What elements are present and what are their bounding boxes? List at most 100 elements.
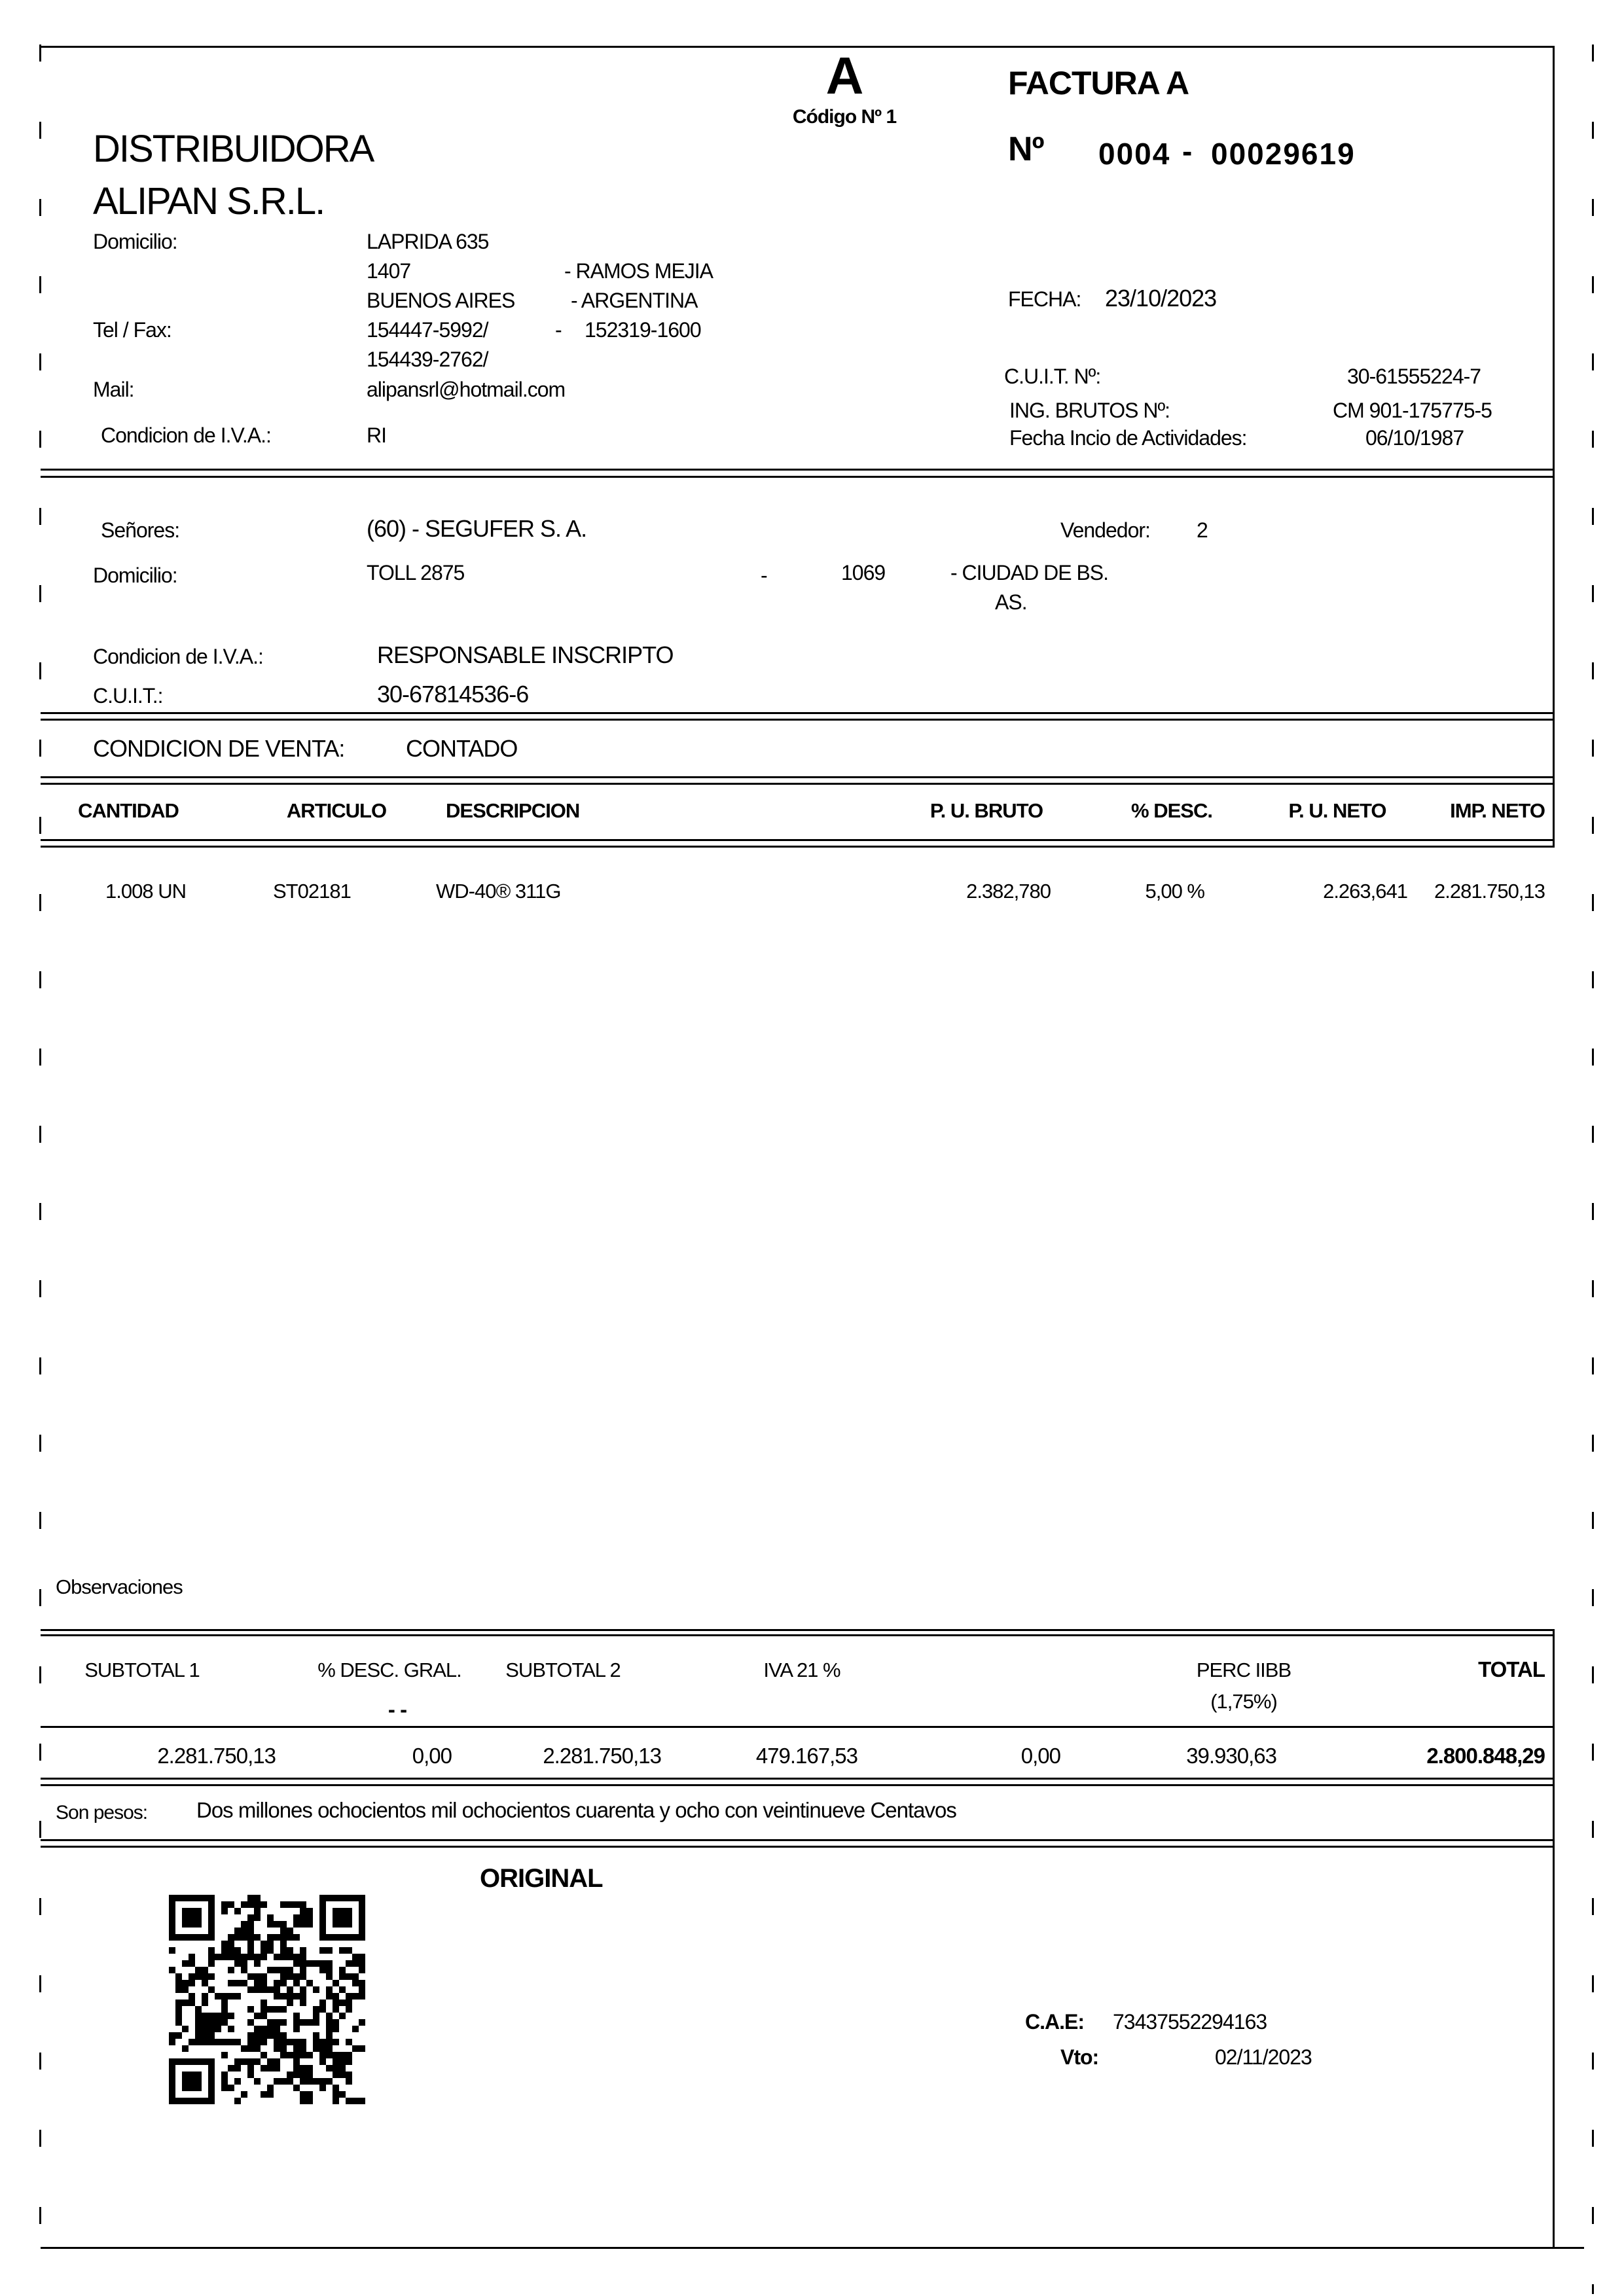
totals-col-perc-iibb: PERC IIBB	[1196, 1659, 1291, 1681]
company-inicio-label: Fecha Incio de Actividades:	[1009, 426, 1248, 450]
invoice-number-pos: 0004	[1098, 137, 1171, 171]
customer-cuit-label: C.U.I.T.:	[93, 684, 164, 708]
customer-domicilio-dash: -	[761, 564, 768, 587]
totals-value-desc-gral: 0,00	[412, 1744, 452, 1768]
item-cantidad: 1.008 UN	[105, 880, 187, 903]
item-articulo: ST02181	[273, 880, 352, 903]
items-col-desc: % DESC.	[1131, 799, 1213, 822]
boxes-right-border-top	[1553, 46, 1555, 848]
company-tel3: 154439-2762/	[367, 348, 489, 371]
totals-value-subtotal1: 2.281.750,13	[157, 1744, 276, 1768]
customer-iva-label: Condicion de I.V.A.:	[93, 645, 264, 668]
item-desc-pct: 5,00 %	[1145, 880, 1205, 903]
company-mail-value: alipansrl@hotmail.com	[367, 378, 566, 401]
sale-condition-value: CONTADO	[406, 735, 518, 762]
senores-value: (60) - SEGUFER S. A.	[367, 515, 587, 542]
company-name-line2: ALIPAN S.R.L.	[93, 180, 325, 223]
customer-iva-value: RESPONSABLE INSCRIPTO	[377, 641, 674, 668]
totals-col-subtotal1: SUBTOTAL 1	[84, 1659, 200, 1681]
company-iva-label: Condicion de I.V.A.:	[101, 423, 272, 447]
amount-words-text: Dos millones ochocientos mil ochocientos…	[196, 1798, 957, 1822]
totals-desc-gral-dashes: - -	[388, 1697, 407, 1721]
company-address-label: Domicilio:	[93, 230, 178, 253]
totals-col-perc-iibb-rate: (1,75%)	[1210, 1690, 1278, 1713]
totals-value-subtotal2: 2.281.750,13	[543, 1744, 662, 1768]
items-col-cantidad: CANTIDAD	[78, 799, 179, 822]
company-iibb-label: ING. BRUTOS Nº:	[1009, 399, 1170, 422]
company-iva-value: RI	[367, 423, 387, 447]
company-tel-dash: -	[555, 318, 562, 342]
boxes-right-border-bottom	[1553, 1629, 1555, 2249]
left-perforation-edge	[39, 45, 41, 2251]
document-type-title: FACTURA A	[1008, 65, 1189, 101]
invoice-number-dash: -	[1182, 134, 1192, 168]
totals-col-total: TOTAL	[1478, 1657, 1545, 1681]
item-imp-neto: 2.281.750,13	[1434, 880, 1545, 903]
items-col-pu-bruto: P. U. BRUTO	[929, 799, 1043, 822]
totals-box-bottom-line2	[41, 1784, 1555, 1786]
header-box-top-line	[41, 46, 1555, 48]
totals-col-iva: IVA 21 %	[763, 1659, 840, 1681]
observaciones-label: Observaciones	[56, 1575, 183, 1598]
invoice-code-label: Código Nº 1	[792, 106, 897, 128]
totals-value-iva: 479.167,53	[755, 1744, 858, 1768]
items-col-imp-neto: IMP. NETO	[1450, 799, 1545, 822]
totals-value-perc-iibb: 39.930,63	[1186, 1744, 1277, 1768]
vto-value: 02/11/2023	[1215, 2045, 1312, 2069]
customer-domicilio-value: TOLL 2875	[367, 561, 465, 584]
company-cuit-value: 30-61555224-7	[1347, 365, 1481, 388]
invoice-number-seq: 00029619	[1211, 137, 1356, 171]
items-col-pu-neto: P. U. NETO	[1288, 799, 1386, 822]
company-name-line1: DISTRIBUIDORA	[93, 128, 374, 170]
totals-box-top-line2	[41, 1634, 1555, 1636]
company-mail-label: Mail:	[93, 378, 135, 401]
fecha-value: 23/10/2023	[1105, 285, 1217, 312]
words-box-bottom-line2	[41, 1846, 1555, 1848]
totals-value-empty-col: 0,00	[1020, 1744, 1061, 1768]
item-pu-bruto: 2.382,780	[966, 880, 1051, 903]
sale-condition-label: CONDICION DE VENTA:	[93, 735, 345, 762]
copy-type-label: ORIGINAL	[480, 1864, 604, 1893]
customer-box-bottom-line1	[41, 712, 1555, 714]
company-address-country: - ARGENTINA	[571, 289, 698, 312]
customer-domicilio-label: Domicilio:	[93, 564, 178, 587]
vendedor-label: Vendedor:	[1060, 518, 1151, 542]
header-box-bottom-line1	[41, 469, 1555, 471]
company-inicio-value: 06/10/1987	[1365, 426, 1464, 450]
customer-cuit-value: 30-67814536-6	[377, 681, 529, 708]
totals-col-subtotal2: SUBTOTAL 2	[505, 1659, 621, 1681]
salecond-box-bottom-line2	[41, 783, 1555, 785]
customer-box-bottom-line2	[41, 719, 1555, 721]
cae-label: C.A.E:	[1025, 2010, 1085, 2034]
vendedor-value: 2	[1197, 518, 1208, 542]
customer-city-line1: - CIUDAD DE BS.	[950, 561, 1109, 584]
customer-postal-code: 1069	[841, 561, 886, 584]
company-address-province: BUENOS AIRES	[367, 289, 515, 312]
page-bottom-line	[41, 2247, 1584, 2249]
right-perforation-edge	[1592, 45, 1594, 2294]
company-cuit-label: C.U.I.T. Nº:	[1004, 365, 1101, 388]
itemsheader-box-bottom-line1	[41, 839, 1555, 841]
words-box-bottom-line1	[41, 1839, 1555, 1841]
items-col-descripcion: DESCRIPCION	[446, 799, 580, 822]
vto-label: Vto:	[1060, 2045, 1099, 2069]
item-descripcion: WD-40® 311G	[436, 880, 561, 903]
itemsheader-box-bottom-line2	[41, 846, 1555, 848]
company-iibb-value: CM 901-175775-5	[1333, 399, 1492, 422]
amount-words-label: Son pesos:	[56, 1802, 148, 1823]
fecha-label: FECHA:	[1008, 287, 1081, 311]
totals-col-desc-gral: % DESC. GRAL.	[317, 1659, 462, 1681]
company-tel2: 152319-1600	[585, 318, 702, 342]
qr-code	[169, 1895, 365, 2104]
totals-box-bottom-line1	[41, 1778, 1555, 1780]
company-tel1: 154447-5992/	[367, 318, 489, 342]
totals-box-top-line1	[41, 1629, 1555, 1631]
totals-value-total: 2.800.848,29	[1426, 1744, 1545, 1768]
salecond-box-bottom-line1	[41, 776, 1555, 778]
invoice-number-label: Nº	[1008, 130, 1045, 168]
totals-box-separator-line	[41, 1726, 1555, 1728]
invoice-letter: A	[825, 46, 864, 105]
company-address-city: - RAMOS MEJIA	[564, 259, 713, 283]
customer-city-line2: AS.	[995, 590, 1028, 614]
